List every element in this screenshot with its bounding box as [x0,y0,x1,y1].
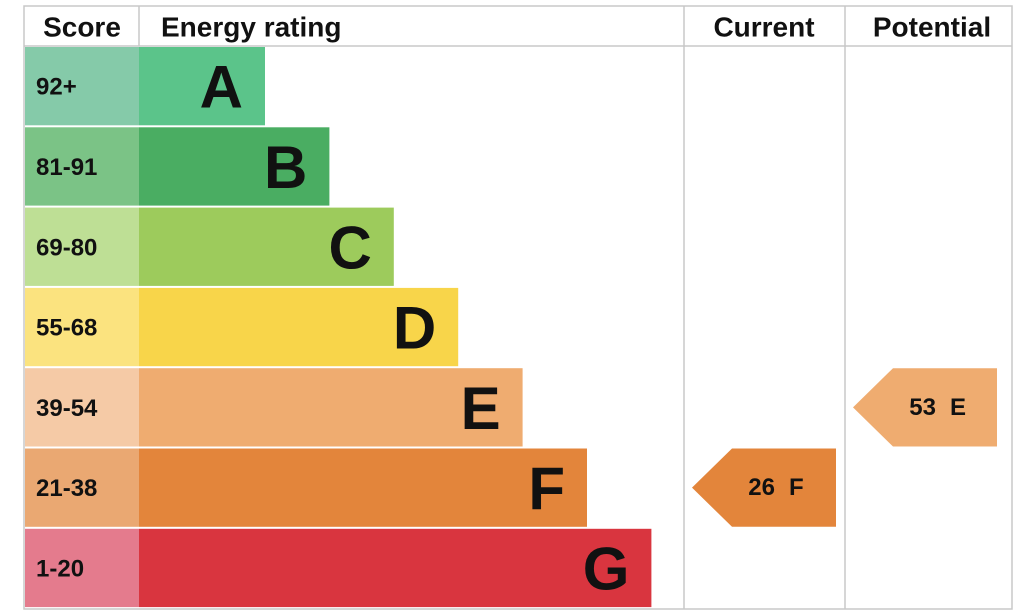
band-bar [139,448,587,527]
band-letter: B [264,134,307,201]
current-band: F [789,474,804,501]
score-cell [25,207,139,286]
header-potential: Potential [873,12,991,43]
band-letter: E [461,375,501,442]
current-arrow [692,448,836,527]
potential-band: E [950,394,966,421]
frame [23,5,1013,610]
band-letter: C [328,214,371,281]
current-value: 26 [748,474,775,501]
score-cell [25,528,139,608]
band-letter: A [200,54,243,121]
score-label: 81-91 [36,154,97,181]
score-label: 55-68 [36,315,97,342]
score-label: 39-54 [36,395,98,422]
band-letter: D [393,295,436,362]
score-cell [25,127,139,206]
score-label: 92+ [36,74,77,101]
score-cell [25,47,139,126]
band-bar [139,287,459,367]
score-cell [25,368,139,447]
header-score: Score [43,12,121,43]
band-bar [139,207,394,286]
potential-value: 53 [909,394,936,421]
score-label: 69-80 [36,234,97,261]
band-bar [139,127,330,206]
score-cell [25,287,139,367]
band-bar [139,368,523,447]
potential-arrow [853,368,997,447]
band-bar [139,528,652,608]
score-cell [25,448,139,527]
band-letter: F [528,455,565,522]
header-rating: Energy rating [161,12,341,43]
score-label: 1-20 [36,555,84,582]
band-letter: G [583,535,630,602]
header-current: Current [713,12,814,43]
band-bar [139,47,265,126]
score-label: 21-38 [36,475,97,502]
